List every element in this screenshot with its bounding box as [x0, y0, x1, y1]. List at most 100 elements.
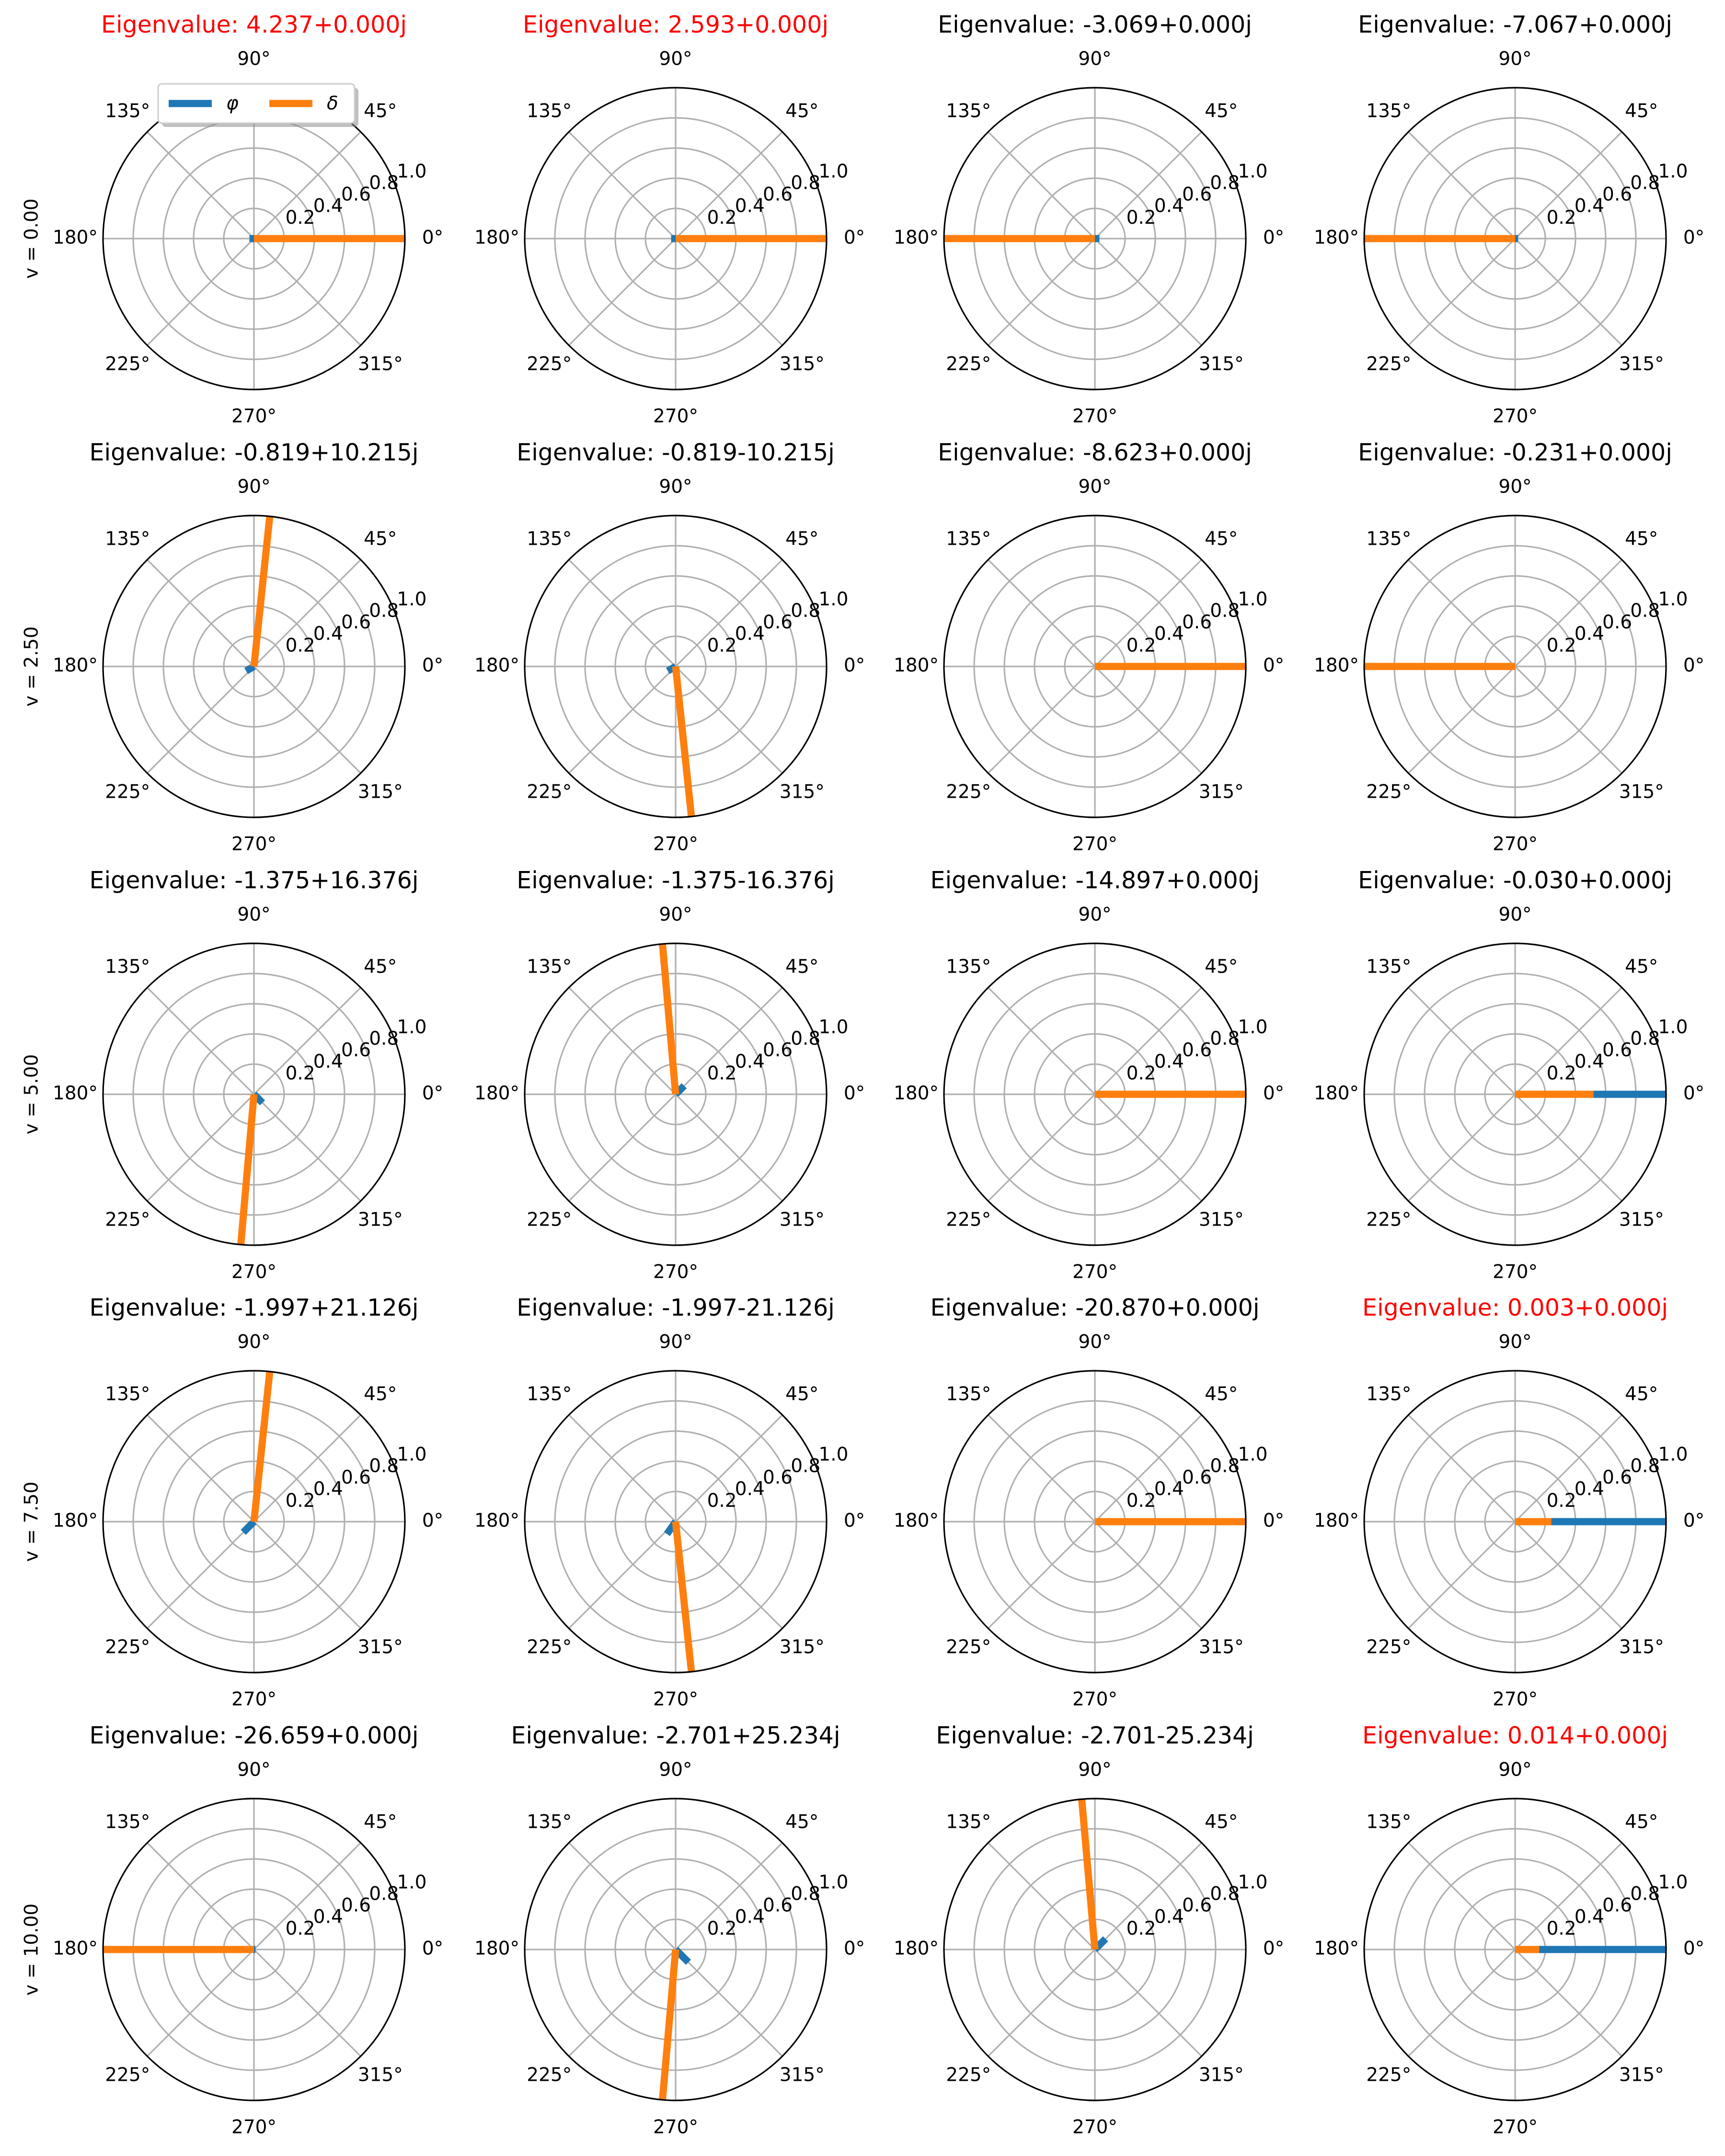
radial-tick-label: 0.4: [1154, 195, 1184, 217]
angle-tick-label: 45°: [364, 528, 397, 550]
panel-title: Eigenvalue: -20.870+0.000j: [931, 1294, 1260, 1321]
angle-tick-label: 90°: [1498, 904, 1531, 926]
angular-gridline: [1094, 131, 1202, 240]
radial-tick-label: 0.8: [1630, 1883, 1660, 1905]
angular-gridline: [988, 1949, 1096, 2057]
angular-gridline: [675, 987, 783, 1095]
radial-tick-label: 0.6: [341, 612, 371, 633]
row-label: v = 0.00: [21, 198, 43, 278]
angle-tick-label: 90°: [237, 1331, 270, 1353]
angle-tick-label: 45°: [1205, 1812, 1238, 1833]
angular-gridline: [568, 987, 677, 1095]
radial-tick-label: 0.4: [1575, 623, 1604, 645]
angle-tick-label: 90°: [1078, 476, 1111, 498]
radial-tick-label: 1.0: [1658, 161, 1688, 182]
radial-tick-label: 0.8: [791, 172, 820, 194]
angular-gridline: [147, 665, 255, 774]
angle-tick-label: 225°: [946, 781, 991, 803]
angle-tick-label: 0°: [844, 1083, 865, 1104]
angle-tick-label: 90°: [1078, 1331, 1111, 1353]
angular-gridline: [988, 1842, 1096, 1950]
radial-tick-label: 0.6: [1182, 1895, 1212, 1916]
angle-tick-label: 180°: [1314, 1938, 1359, 1960]
angular-gridline: [1514, 1842, 1622, 1950]
angular-gridline: [568, 1949, 677, 2057]
angle-tick-label: 135°: [527, 528, 572, 550]
angle-tick-label: 135°: [1366, 956, 1411, 978]
angular-gridline: [988, 665, 1096, 774]
angular-gridline: [1514, 1521, 1622, 1629]
angle-tick-label: 135°: [527, 101, 572, 122]
angle-tick-label: 0°: [1683, 655, 1704, 677]
row-label: v = 10.00: [21, 1904, 43, 1995]
angular-gridline: [568, 131, 677, 240]
radial-tick-label: 0.2: [1127, 635, 1156, 656]
angular-gridline: [1514, 987, 1622, 1095]
radial-tick-label: 1.0: [818, 1871, 848, 1893]
polar-frame: [1363, 87, 1667, 390]
radial-tick-label: 0.2: [1547, 1918, 1576, 1939]
radial-tick-label: 0.2: [286, 1490, 315, 1512]
polar-frame: [524, 1798, 828, 2101]
angle-tick-label: 270°: [1493, 1261, 1538, 1283]
angle-tick-label: 180°: [894, 1938, 939, 1960]
panel-title: Eigenvalue: 4.237+0.000j: [101, 11, 407, 38]
angular-gridline: [1408, 238, 1516, 346]
polar-panel: 0° 45° 90° 135° 180° 225° 270° 315° 0.20.40.60.8…: [894, 867, 1284, 1283]
angle-tick-label: 315°: [780, 2064, 825, 2086]
angle-tick-label: 90°: [1078, 1759, 1111, 1781]
angle-tick-label: 270°: [1072, 2117, 1117, 2138]
polar-panel: 0° 45° 90° 135° 180° 225° 270° 315° 0.20.40.60.8…: [894, 1722, 1284, 2138]
angle-tick-label: 45°: [785, 1812, 818, 1833]
radial-tick-label: 0.8: [369, 600, 399, 622]
polar-panel: 0° 45° 90° 135° 180° 225° 270° 315° 0.20.40.60.8…: [474, 439, 865, 855]
angular-gridline: [988, 1414, 1096, 1523]
angular-gridline: [147, 1093, 255, 1202]
angle-tick-label: 270°: [1072, 406, 1117, 427]
polar-frame: [943, 1370, 1247, 1674]
angle-tick-label: 0°: [1263, 1510, 1284, 1532]
radial-tick-label: 1.0: [1658, 1444, 1688, 1465]
angular-gridline: [253, 987, 361, 1095]
angle-tick-label: 90°: [237, 476, 270, 498]
angle-tick-label: 0°: [844, 1510, 865, 1532]
radial-tick-label: 0.4: [1575, 1051, 1604, 1073]
angle-tick-label: 180°: [474, 1938, 519, 1960]
angular-gridline: [1408, 1842, 1516, 1950]
angle-tick-label: 90°: [659, 1331, 692, 1353]
radial-tick-label: 0.4: [1154, 1906, 1184, 1928]
angular-gridline: [1408, 987, 1516, 1095]
angle-tick-label: 180°: [474, 1083, 519, 1104]
radial-tick-label: 0.8: [1630, 1028, 1660, 1050]
panel-title: Eigenvalue: -14.897+0.000j: [931, 867, 1260, 894]
panel-title: Eigenvalue: -0.231+0.000j: [1358, 439, 1672, 466]
radial-tick-label: 0.6: [1182, 1040, 1212, 1061]
angular-gridline: [147, 559, 255, 667]
polar-frame: [524, 942, 828, 1246]
angle-tick-label: 0°: [422, 1938, 443, 1960]
angular-gridline: [1094, 1093, 1202, 1202]
radial-tick-label: 0.8: [1630, 600, 1660, 622]
radial-tick-label: 0.4: [735, 195, 765, 217]
angular-gridline: [253, 1949, 361, 2057]
panel-title: Eigenvalue: -0.030+0.000j: [1358, 867, 1672, 894]
angle-tick-label: 180°: [1314, 1083, 1359, 1104]
angular-gridline: [988, 559, 1096, 667]
polar-frame: [524, 1370, 828, 1674]
angular-gridline: [147, 1842, 255, 1950]
delta-mode-line: [659, 943, 679, 1095]
angle-tick-label: 225°: [946, 1636, 991, 1658]
angle-tick-label: 270°: [231, 1261, 276, 1283]
angle-tick-label: 0°: [1263, 1083, 1284, 1104]
angle-tick-label: 180°: [53, 655, 98, 677]
radial-tick-label: 0.2: [707, 1490, 737, 1512]
angle-tick-label: 225°: [1366, 353, 1411, 375]
radial-tick-label: 0.6: [341, 1040, 371, 1061]
angular-gridline: [1094, 1521, 1202, 1629]
polar-frame: [943, 1798, 1247, 2101]
radial-tick-label: 0.6: [763, 1467, 793, 1489]
polar-frame: [524, 87, 828, 390]
radial-tick-label: 0.6: [1602, 1895, 1632, 1916]
panel-title: Eigenvalue: -7.067+0.000j: [1358, 11, 1672, 38]
angular-gridline: [253, 1521, 361, 1629]
